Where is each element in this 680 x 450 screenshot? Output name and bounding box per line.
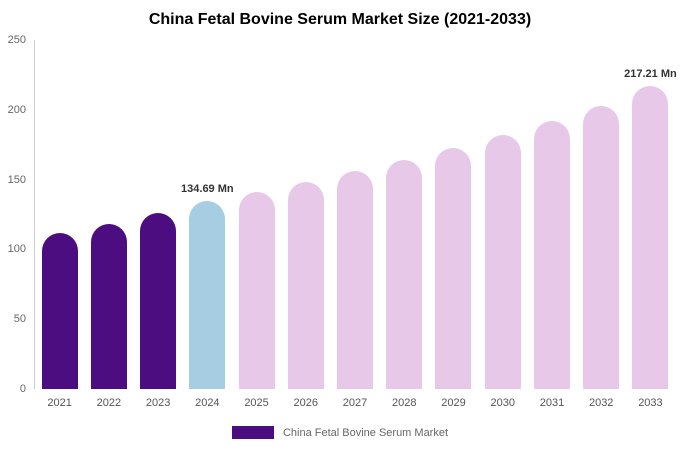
bar-2032[interactable] [583, 105, 620, 389]
bar-slot [232, 40, 281, 389]
bar-2029[interactable] [435, 147, 472, 389]
bar-slot [429, 40, 478, 389]
bar-2033[interactable] [632, 85, 669, 389]
bar-slot [380, 40, 429, 389]
chart-title: China Fetal Bovine Serum Market Size (20… [148, 11, 532, 28]
x-axis-label: 2029 [441, 397, 466, 409]
legend-swatch [231, 426, 274, 439]
x-axis-label: 2021 [47, 397, 72, 409]
bar-2023[interactable] [140, 213, 177, 389]
bar-slot [577, 40, 626, 389]
x-axis-labels: 2021 2022 2023 2024 2025 2026 2027 2028 2029 2030… [35, 397, 675, 409]
bar-2022[interactable] [90, 224, 127, 389]
legend-label: China Fetal Bovine Serum Market [282, 426, 449, 439]
x-axis-label: 2033 [638, 397, 663, 409]
bars-row: 134.69 Mn 217.21 Mn [35, 40, 677, 389]
bar-2028[interactable] [386, 160, 423, 389]
bar-2025[interactable] [238, 192, 275, 389]
y-axis-tick-label: 50 [13, 313, 26, 326]
bar-slot: 134.69 Mn [181, 40, 234, 389]
bar-slot [527, 40, 576, 389]
y-axis-tick-label: 100 [7, 243, 26, 256]
y-axis-tick-label: 150 [7, 173, 26, 186]
bar-2026[interactable] [287, 182, 324, 389]
y-axis-tick-label: 200 [7, 103, 26, 116]
bar-2031[interactable] [533, 120, 570, 389]
bar-value-label: 134.69 Mn [181, 182, 234, 195]
x-axis-label: 2026 [293, 397, 319, 409]
bar-slot: 217.21 Mn [624, 40, 677, 389]
legend[interactable]: China Fetal Bovine Serum Market [0, 426, 680, 439]
y-axis-tick-label: 250 [7, 34, 26, 46]
bar-2021[interactable] [41, 232, 78, 389]
bar-2024[interactable] [189, 200, 226, 389]
bar-value-label: 217.21 Mn [624, 67, 677, 80]
x-axis-label: 2024 [195, 397, 220, 409]
bar-slot [84, 40, 133, 389]
bar-2027[interactable] [337, 171, 374, 389]
bar-slot [330, 40, 379, 389]
bar-slot [281, 40, 330, 389]
bar-2030[interactable] [484, 134, 521, 389]
x-axis-label: 2032 [588, 397, 614, 409]
x-axis-label: 2025 [244, 397, 269, 409]
bar-slot [478, 40, 527, 389]
y-axis-line [34, 40, 35, 389]
y-axis: 0 50 100 150 200 250 [0, 34, 28, 395]
x-axis-label: 2027 [342, 397, 368, 409]
bar-slot [35, 40, 84, 389]
x-axis-label: 2030 [490, 397, 515, 409]
x-axis-label: 2028 [392, 397, 417, 409]
x-axis-label: 2023 [145, 397, 171, 409]
x-axis-label: 2031 [539, 397, 565, 409]
x-axis-label: 2022 [96, 397, 122, 409]
y-axis-tick-label: 0 [19, 383, 26, 395]
bar-slot [133, 40, 182, 389]
